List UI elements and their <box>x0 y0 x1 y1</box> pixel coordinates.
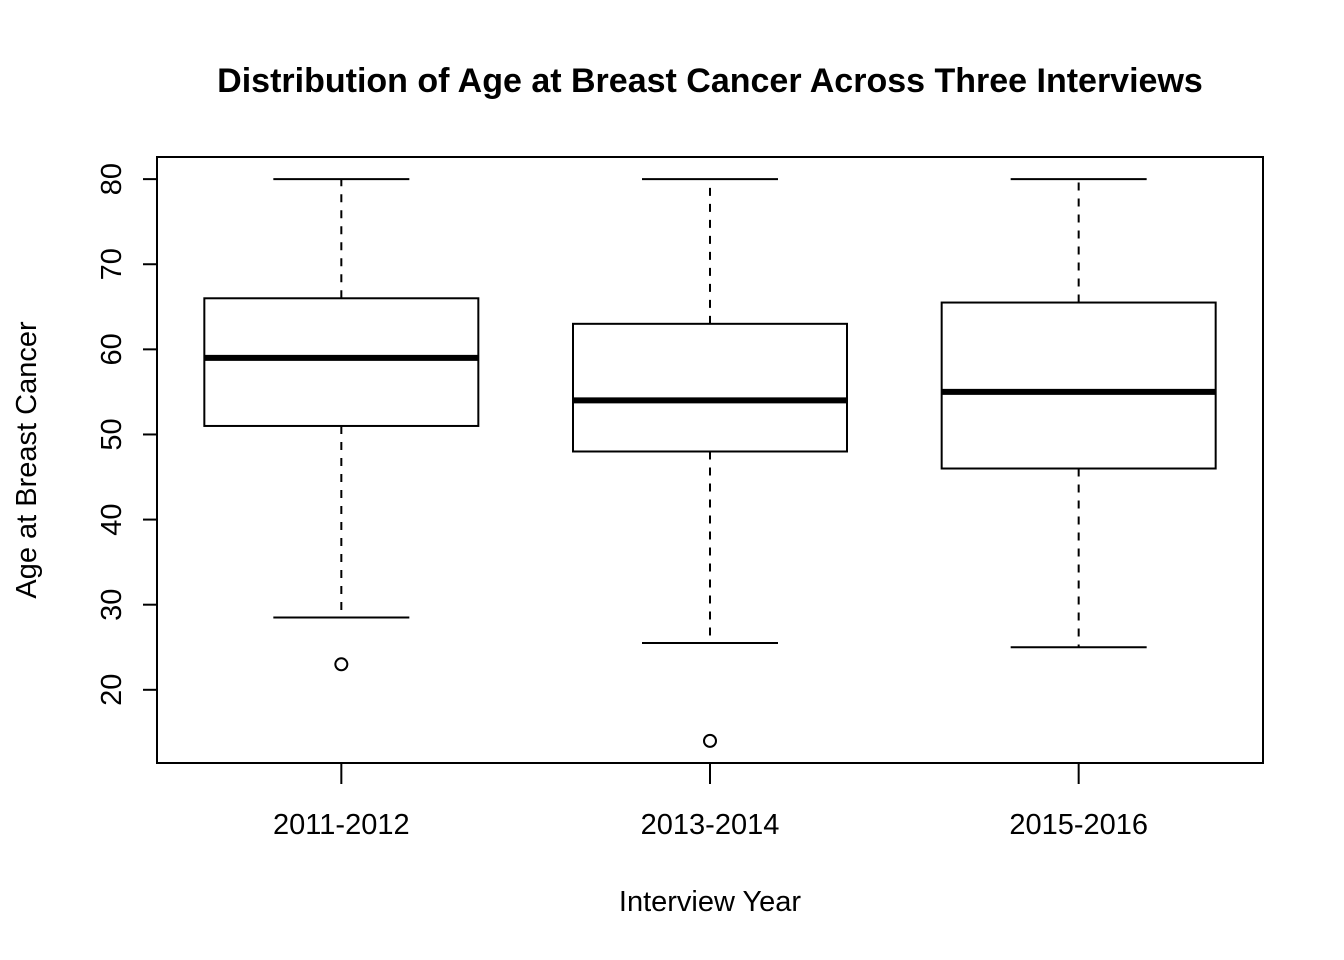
x-tick-label: 2013-2014 <box>641 809 780 841</box>
iqr-box <box>940 301 1217 470</box>
x-axis: 2011-2012 2013-2014 2015-2016 <box>273 763 1148 841</box>
y-tick-label: 60 <box>96 333 128 365</box>
y-tick-label: 30 <box>96 589 128 621</box>
iqr-box <box>572 322 848 453</box>
y-tick-label: 40 <box>96 503 128 535</box>
x-tick-label: 2011-2012 <box>273 809 410 841</box>
outlier-point <box>334 657 349 672</box>
chart-title: Distribution of Age at Breast Cancer Acr… <box>217 62 1203 100</box>
box-2015-2016 <box>940 178 1217 649</box>
x-axis-label: Interview Year <box>619 886 802 918</box>
y-tick-label: 50 <box>96 418 128 450</box>
x-tick-label: 2015-2016 <box>1009 809 1148 841</box>
box-2013-2014 <box>572 178 848 748</box>
y-axis-label: Age at Breast Cancer <box>11 321 43 599</box>
y-axis: 20 30 40 50 60 70 80 <box>96 163 157 706</box>
y-tick-label: 20 <box>96 674 128 706</box>
outlier-point <box>703 733 717 748</box>
y-tick-label: 70 <box>96 248 128 280</box>
boxes-group <box>203 178 1217 748</box>
box-2011-2012 <box>203 178 480 672</box>
y-tick-label: 80 <box>96 163 128 195</box>
iqr-box <box>203 297 480 427</box>
